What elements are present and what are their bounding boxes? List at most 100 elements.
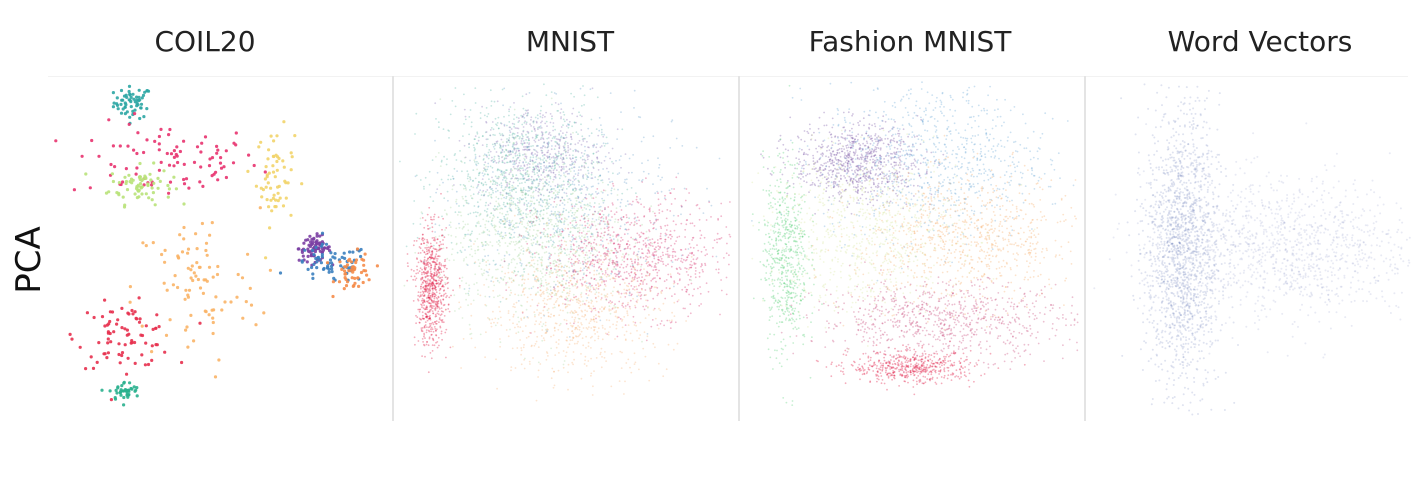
data-point [486, 143, 488, 146]
data-point [604, 306, 606, 308]
data-point [574, 261, 576, 264]
data-point [583, 166, 586, 169]
data-point [510, 171, 512, 173]
data-point [550, 167, 553, 170]
data-point [526, 114, 528, 117]
data-point [612, 268, 615, 271]
data-point [565, 351, 568, 354]
data-point [546, 328, 549, 331]
data-point [525, 237, 528, 239]
data-point [267, 148, 271, 152]
data-point [413, 240, 416, 242]
data-point [577, 142, 579, 144]
data-point [180, 360, 184, 365]
data-point [430, 264, 433, 266]
data-point [522, 212, 525, 215]
data-point [691, 222, 694, 225]
data-point [201, 291, 205, 295]
data-point [545, 111, 547, 114]
data-point [579, 269, 582, 272]
data-point [164, 333, 169, 337]
data-point [468, 239, 471, 242]
data-point [625, 229, 628, 231]
data-point [482, 189, 485, 192]
data-point [514, 293, 516, 296]
data-point [570, 92, 572, 95]
data-point [498, 157, 500, 160]
data-point [513, 258, 516, 261]
data-point [603, 234, 606, 237]
data-point [542, 186, 545, 188]
data-point [534, 130, 536, 132]
data-point [570, 136, 573, 139]
data-point [614, 338, 616, 340]
data-point [669, 237, 672, 240]
data-point [420, 330, 423, 332]
data-point [671, 254, 674, 257]
data-point [97, 341, 101, 345]
data-point [502, 203, 505, 206]
data-point [207, 313, 211, 317]
data-point [606, 220, 609, 223]
data-point [509, 209, 512, 212]
data-point [145, 138, 149, 142]
data-point [546, 221, 548, 224]
data-point [585, 162, 587, 165]
data-point [558, 269, 561, 271]
data-point [558, 219, 561, 222]
data-point [557, 289, 560, 292]
data-point [427, 294, 430, 297]
data-point [541, 151, 544, 154]
data-point [535, 150, 538, 153]
data-point [542, 171, 545, 173]
data-point [275, 159, 279, 164]
data-point [440, 264, 443, 267]
data-point [581, 246, 584, 249]
data-point [534, 323, 536, 326]
data-point [215, 144, 219, 148]
data-point [419, 217, 422, 220]
data-point [561, 230, 564, 233]
data-point [530, 259, 533, 262]
data-point [664, 232, 667, 235]
data-point [528, 360, 531, 363]
data-point [512, 132, 515, 135]
data-point [507, 264, 510, 267]
data-point [655, 218, 658, 221]
data-point [543, 231, 545, 234]
data-point [612, 276, 615, 279]
data-point [435, 279, 437, 282]
data-point [571, 157, 574, 160]
data-point [554, 167, 556, 169]
data-point [428, 251, 431, 254]
data-point [178, 233, 182, 237]
data-point [619, 283, 621, 286]
data-point [488, 194, 491, 196]
data-point [513, 269, 516, 272]
data-point [550, 139, 553, 142]
data-point [159, 127, 163, 131]
data-point [176, 160, 180, 165]
data-point [574, 284, 576, 287]
data-point [604, 258, 607, 260]
data-point [539, 127, 541, 129]
data-point [501, 161, 504, 163]
data-point [550, 171, 553, 174]
data-point [653, 241, 656, 244]
data-point [585, 186, 588, 189]
data-point [536, 145, 538, 147]
data-point [577, 321, 580, 324]
data-point [497, 177, 500, 180]
data-point [482, 154, 485, 157]
data-point [446, 282, 449, 285]
data-point [520, 304, 522, 307]
data-point [535, 340, 538, 343]
data-point [482, 183, 485, 186]
data-point [564, 134, 567, 136]
data-point [549, 175, 552, 178]
data-point [138, 98, 142, 102]
data-point [562, 289, 565, 291]
data-point [186, 247, 191, 251]
data-point [641, 223, 643, 226]
data-point [424, 280, 427, 283]
